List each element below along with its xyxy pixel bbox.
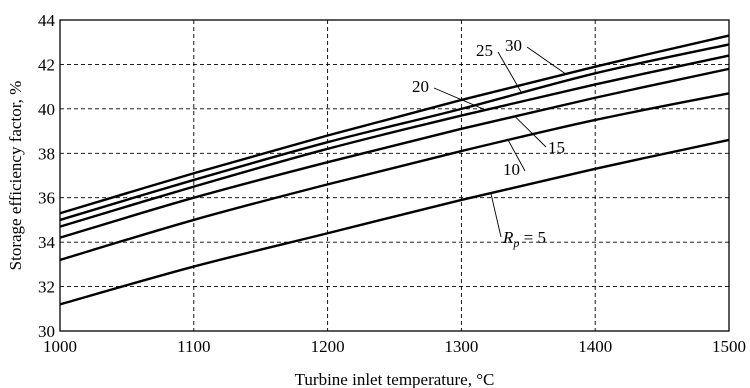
series-label-30: 30 (505, 36, 522, 55)
series-line-10 (59, 92, 730, 262)
x-tick-label: 1300 (444, 337, 478, 356)
y-tick-label: 30 (38, 322, 55, 341)
plot-frame (59, 19, 730, 332)
x-tick-label: 1500 (712, 337, 746, 356)
y-tick-label: 32 (38, 278, 55, 297)
series-label-20: 20 (412, 77, 429, 96)
series-label-leader (433, 87, 486, 111)
series-line-30 (59, 34, 730, 215)
x-tick-label: 1000 (43, 337, 77, 356)
series-label-leader (526, 46, 567, 75)
x-axis-label: Turbine inlet temperature, °C (295, 370, 495, 388)
y-tick-label: 38 (38, 144, 55, 163)
y-tick-label: 40 (38, 100, 55, 119)
series-label-10: 10 (503, 160, 520, 179)
y-tick-label: 36 (38, 189, 55, 208)
y-tick-label: 42 (38, 55, 55, 74)
tick-labels: 1000 1100 1200 1300 1400 1500 30 32 34 36 38 40 42 44 (38, 11, 746, 356)
series-line-15 (59, 67, 730, 239)
series-label-leader (514, 116, 547, 148)
series-label-leader (497, 51, 522, 94)
series-label-5: Rp = 5 (502, 228, 546, 250)
series-label-15: 15 (548, 138, 565, 157)
series-lines (59, 34, 730, 306)
series-labels: Rp = 5 10 15 20 25 30 (412, 36, 567, 250)
series-line-25 (59, 43, 730, 222)
series-label-25: 25 (476, 41, 493, 60)
series-label-leader (490, 192, 502, 238)
x-tick-label: 1200 (311, 337, 345, 356)
series-line-20 (59, 54, 730, 228)
x-tick-label: 1100 (177, 337, 210, 356)
series-label-leader (507, 139, 526, 172)
x-tick-label: 1400 (578, 337, 612, 356)
series-line-5 (59, 138, 730, 306)
y-tick-label: 34 (38, 233, 56, 252)
y-tick-label: 44 (38, 11, 56, 30)
y-axis-label: Storage efficiency factor, % (6, 81, 25, 271)
grid (60, 20, 729, 331)
